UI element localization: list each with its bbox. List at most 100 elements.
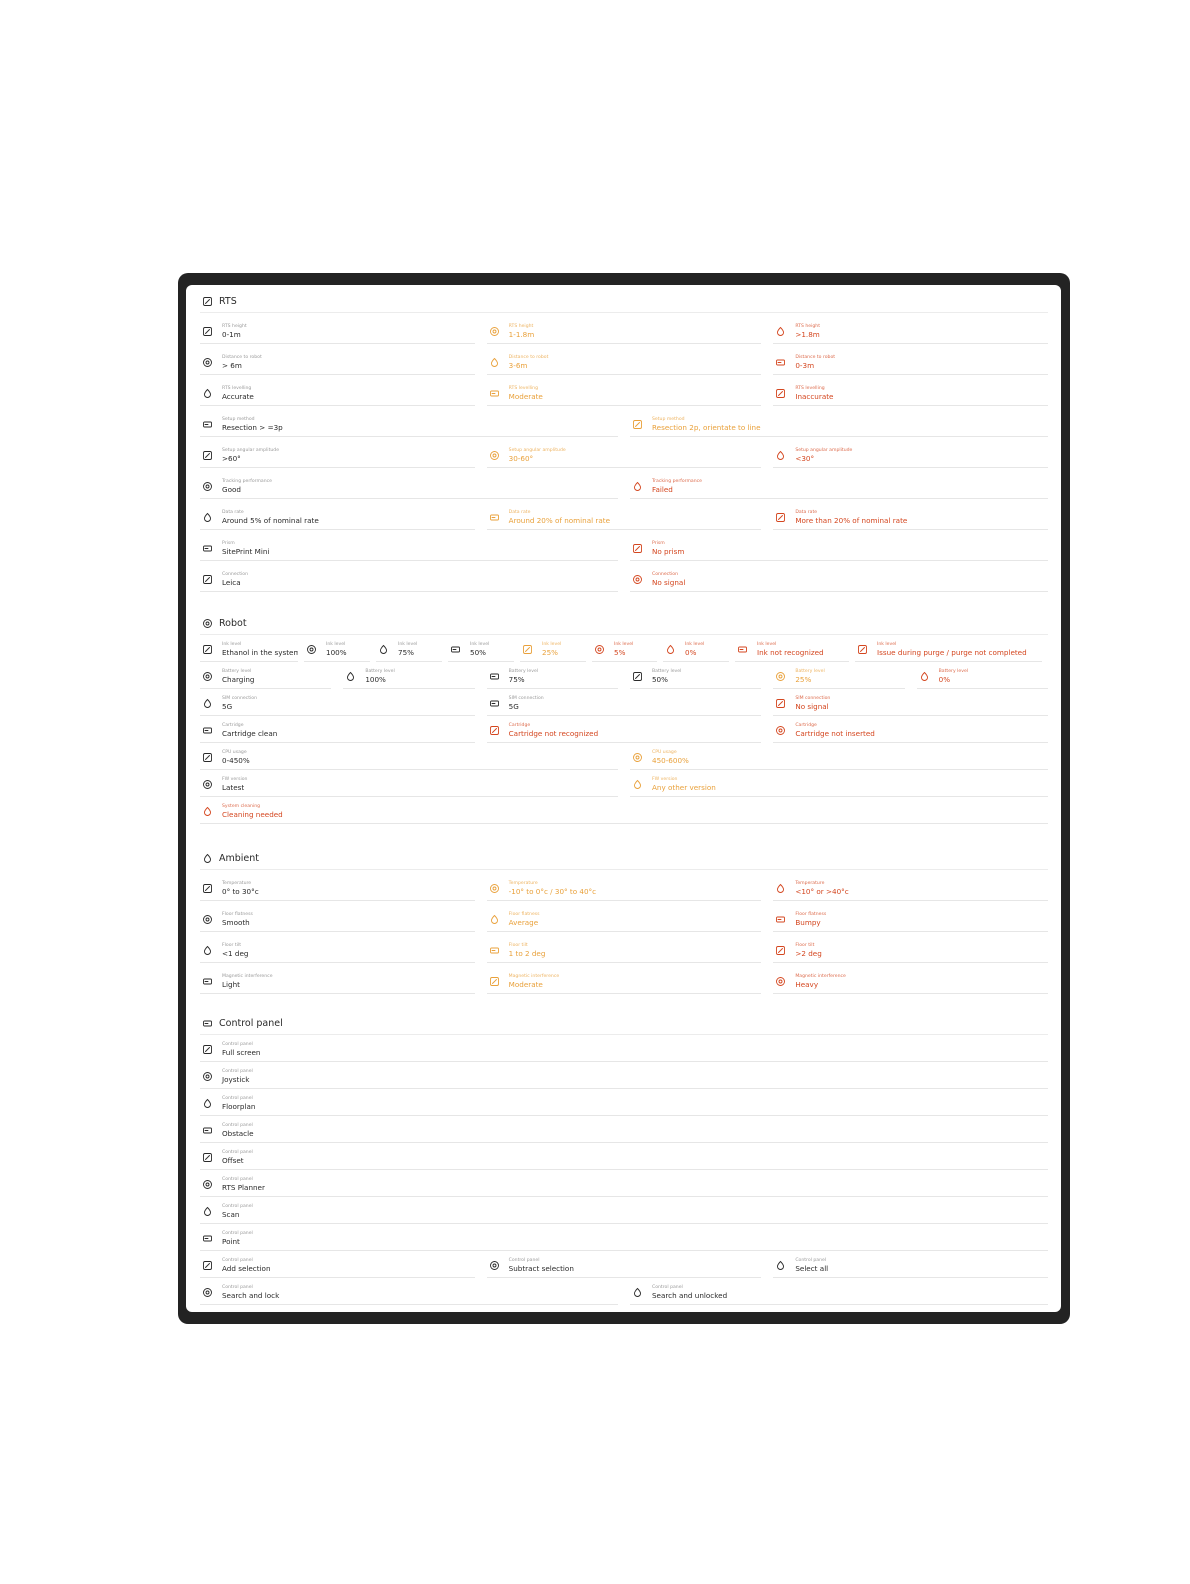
status-icon xyxy=(489,327,499,336)
status-row: Magnetic interference Light Magnetic inter… xyxy=(200,963,1048,994)
status-value: 1-1.8m xyxy=(508,330,535,339)
status-row: Distance to robot > 6m Distance to robot 3-… xyxy=(200,344,1048,375)
status-label: Data rate xyxy=(222,510,244,515)
status-item: System cleaning Cleaning needed xyxy=(200,797,1048,824)
status-item: Control panel Search and lock xyxy=(200,1278,618,1305)
status-icon xyxy=(203,1072,212,1081)
status-value: Average xyxy=(508,918,539,927)
panel xyxy=(186,285,1061,1312)
status-label: Battery level xyxy=(795,669,825,674)
status-item: Cartridge Cartridge clean xyxy=(200,716,475,743)
status-label: Distance to robot xyxy=(795,355,836,360)
status-label: Control panel xyxy=(222,1069,253,1074)
status-label: Control panel xyxy=(222,1204,253,1209)
status-label: Cartridge xyxy=(222,723,244,728)
status-item: Control panel Full screen xyxy=(200,1035,1048,1062)
status-value: Select all xyxy=(795,1264,829,1273)
status-label: Cartridge xyxy=(795,723,817,728)
status-value: Resection > =3p xyxy=(222,423,283,432)
status-value: Moderate xyxy=(508,980,543,989)
status-icon xyxy=(204,853,211,863)
status-value: 25% xyxy=(542,648,558,657)
status-icon xyxy=(634,481,641,491)
status-item: RTS height 0-1m xyxy=(200,313,475,344)
status-icon xyxy=(203,1020,212,1026)
status-label: Control panel xyxy=(222,1285,253,1290)
status-row: Control panel RTS Planner xyxy=(200,1170,1048,1197)
status-label: Setup method xyxy=(652,417,685,422)
status-item: Setup angular amplitude <30° xyxy=(773,437,1048,468)
status-icon xyxy=(204,388,211,398)
status-item: Battery level 25% xyxy=(773,662,905,689)
status-value: <10° or >40°c xyxy=(795,887,849,896)
status-label: Ink level xyxy=(877,642,897,647)
status-label: Prism xyxy=(652,541,665,546)
status-value: Joystick xyxy=(222,1075,250,1084)
status-row: Control panel Point xyxy=(200,1224,1048,1251)
status-item: SIM connection No signal xyxy=(773,689,1048,716)
status-label: SIM connection xyxy=(795,696,831,701)
status-value: Point xyxy=(222,1237,240,1246)
status-icon xyxy=(204,512,211,522)
status-item: Connection Leica xyxy=(200,561,618,592)
status-icon xyxy=(451,646,460,653)
status-value: 50% xyxy=(651,675,668,684)
status-label: Control panel xyxy=(222,1042,253,1047)
status-icon xyxy=(203,575,212,584)
status-label: Magnetic interference xyxy=(508,974,560,979)
status-value: Floorplan xyxy=(222,1102,256,1111)
status-icon xyxy=(204,945,211,955)
status-value: -10° to 0°c / 30° to 40°c xyxy=(508,887,597,896)
status-label: Setup angular amplitude xyxy=(795,448,853,453)
status-icon xyxy=(489,451,499,460)
status-label: Magnetic interference xyxy=(795,974,846,979)
status-row: Setup method Resection > =3p Setup method R… xyxy=(200,406,1048,437)
status-icon xyxy=(634,1287,641,1297)
status-value: No signal xyxy=(652,578,686,587)
status-item: Ink level 50% xyxy=(448,635,514,662)
status-item: Floor tilt 1 to 2 deg xyxy=(486,932,762,963)
status-icon xyxy=(203,645,212,654)
status-label: Control panel xyxy=(795,1258,827,1263)
status-label: Setup angular amplitude xyxy=(222,448,280,453)
status-value: >2 deg xyxy=(795,949,822,958)
status-row: Ink level Ethanol in the system Ink level 1… xyxy=(200,635,1048,662)
status-icon xyxy=(203,727,212,734)
status-icon xyxy=(203,1127,212,1134)
status-item: Setup angular amplitude >60° xyxy=(200,437,475,468)
status-item: Floor tilt >2 deg xyxy=(773,932,1048,963)
status-icon xyxy=(776,726,786,735)
section-header: RTS xyxy=(200,290,1048,313)
status-value: 30-60° xyxy=(508,454,534,463)
status-label: Setup angular amplitude xyxy=(508,448,566,453)
status-item: Control panel Offset xyxy=(200,1143,1048,1170)
status-label: Control panel xyxy=(222,1123,253,1128)
status-label: Battery level xyxy=(222,669,252,674)
status-item: Ink level 75% xyxy=(376,635,442,662)
status-item: Ink level Issue during purge / purge not … xyxy=(855,635,1042,662)
status-label: CPU usage xyxy=(222,750,247,755)
status-label: Ink level xyxy=(542,642,562,647)
status-item: CPU usage 0-450% xyxy=(200,743,618,770)
status-label: Control panel xyxy=(222,1177,253,1182)
status-label: Battery level xyxy=(365,669,395,674)
status-icon xyxy=(203,978,212,985)
status-value: 1 to 2 deg xyxy=(508,949,546,958)
status-icon xyxy=(490,914,498,924)
status-item: Setup method Resection 2p, orientate to l… xyxy=(630,406,1048,437)
status-item: Cartridge Cartridge not recognized xyxy=(486,716,762,743)
status-row: Data rate Around 5% of nominal rate Data r… xyxy=(200,499,1048,530)
status-label: Battery level xyxy=(508,669,539,674)
status-icon xyxy=(204,806,211,816)
status-value: >60° xyxy=(222,454,241,463)
status-label: Battery level xyxy=(938,669,969,674)
status-label: Distance to robot xyxy=(508,355,549,360)
status-icon xyxy=(633,544,642,553)
status-icon xyxy=(203,421,212,428)
status-label: Temperature xyxy=(795,881,825,886)
status-item: Temperature <10° or >40°c xyxy=(773,870,1048,901)
status-item: Floor flatness Bumpy xyxy=(773,901,1048,932)
status-item: Battery level Charging xyxy=(200,662,332,689)
status-value: Charging xyxy=(222,675,255,684)
status-icon xyxy=(595,645,604,654)
